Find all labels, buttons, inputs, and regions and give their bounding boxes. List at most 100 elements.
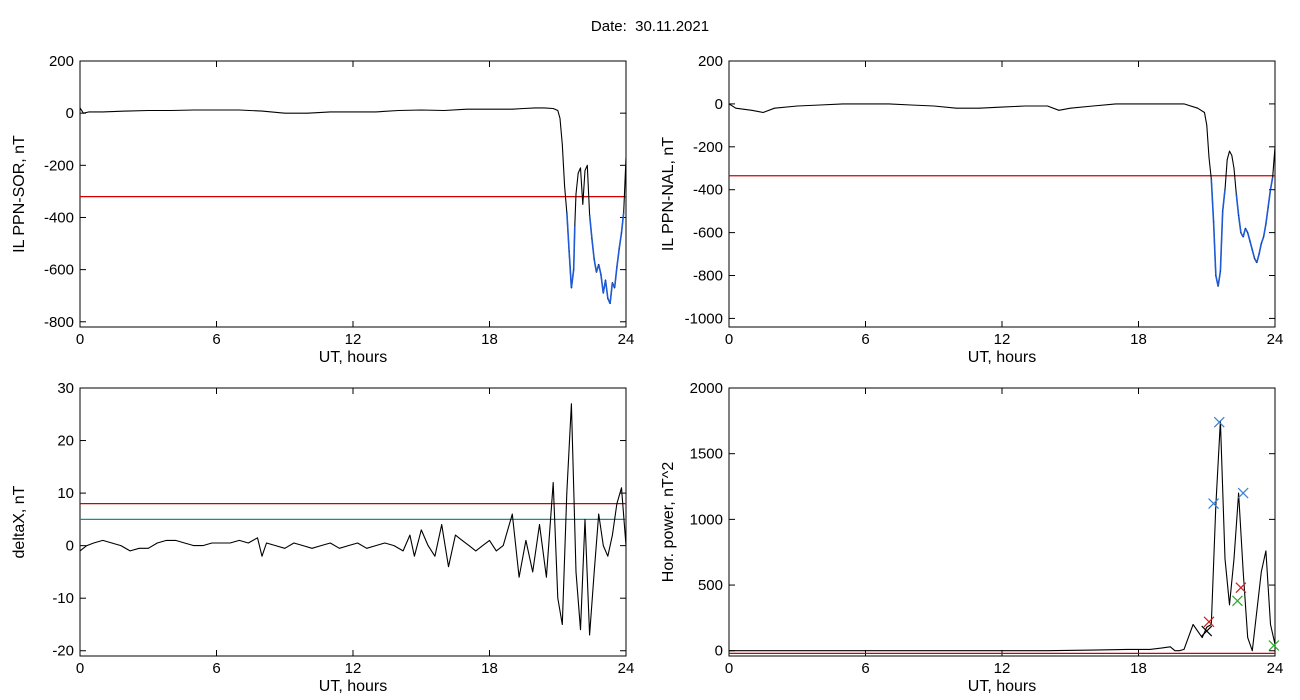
data-point xyxy=(1169,646,1171,648)
data-point xyxy=(461,539,463,541)
y-tick-label: 200 xyxy=(49,53,74,70)
data-point xyxy=(375,545,377,547)
panel-top-right-nal: 0 6 12 18 24 -1000 -800 -600 -400 -200 0 200 UT, hou… xyxy=(660,53,1283,366)
data-point xyxy=(175,539,176,541)
data-point xyxy=(261,555,263,557)
data-point xyxy=(1222,210,1224,212)
data-point xyxy=(611,282,613,284)
data-point xyxy=(275,545,277,547)
marker-stroke xyxy=(1232,595,1243,607)
data-point xyxy=(311,547,313,549)
marker-stroke xyxy=(1208,498,1219,510)
data-point xyxy=(584,170,586,171)
data-point xyxy=(621,487,622,489)
x-tick-label: 18 xyxy=(1130,331,1147,348)
data-point xyxy=(580,629,581,631)
data-point xyxy=(1233,167,1235,169)
data-point xyxy=(796,105,798,107)
data-point xyxy=(566,211,568,213)
data-point xyxy=(842,103,844,105)
series-highlight-segment xyxy=(593,259,598,273)
series-highlight-segment xyxy=(1242,228,1247,238)
series-highlight-segment xyxy=(591,238,595,260)
data-point xyxy=(216,109,217,111)
series-highlight-segment xyxy=(568,251,573,288)
data-point xyxy=(1206,124,1208,126)
y-tick-label: 20 xyxy=(57,433,74,450)
data-point xyxy=(454,534,456,536)
data-point xyxy=(338,547,340,549)
series-highlight-segment xyxy=(604,279,609,299)
y-tick-label: -400 xyxy=(693,182,723,199)
series-line xyxy=(80,107,626,305)
data-point xyxy=(525,539,527,541)
data-point xyxy=(774,107,775,109)
series-highlight-segment xyxy=(1267,189,1272,207)
y-tick-label: 1000 xyxy=(690,511,723,528)
marker-black xyxy=(1201,625,1213,637)
series-highlight-segment xyxy=(618,233,623,249)
data-point xyxy=(1047,650,1048,652)
data-point xyxy=(1208,157,1210,158)
y-axis-label: IL PPN-NAL, nT xyxy=(660,137,677,251)
panel-bottom-left-deltax: 0 6 12 18 24 -20 -10 0 10 20 30 UT, hours deltaX, nT xyxy=(11,380,634,695)
plot-frame xyxy=(79,387,627,657)
data-point xyxy=(1069,107,1071,109)
data-point xyxy=(414,555,415,557)
data-point xyxy=(229,542,231,544)
y-tick-label: 200 xyxy=(698,53,723,70)
data-point xyxy=(1224,558,1226,560)
series-highlight-segment xyxy=(1219,211,1224,272)
series-highlight-segment xyxy=(600,274,605,294)
y-axis-label: IL PPN-SOR, nT xyxy=(11,135,28,253)
data-point xyxy=(211,542,213,544)
plot-area xyxy=(80,107,626,305)
y-tick-label: 1500 xyxy=(690,446,723,463)
data-point xyxy=(1138,103,1139,105)
plot-area xyxy=(729,103,1275,287)
x-tick-label: 18 xyxy=(1130,660,1147,677)
data-point xyxy=(1115,103,1117,105)
data-point xyxy=(1274,146,1275,148)
data-point xyxy=(557,110,559,111)
data-point xyxy=(598,513,600,515)
series-highlight-segment xyxy=(597,264,602,276)
data-point xyxy=(284,112,286,114)
x-tick-label: 18 xyxy=(481,331,498,348)
data-point xyxy=(1247,232,1249,234)
data-point xyxy=(88,111,90,113)
data-point xyxy=(1206,626,1208,628)
data-point xyxy=(956,107,957,109)
x-tick-label: 0 xyxy=(76,660,84,677)
y-tick-label: -800 xyxy=(693,268,723,285)
data-point xyxy=(566,492,568,494)
y-tick-label: 0 xyxy=(715,643,723,660)
data-point xyxy=(561,624,563,625)
series-line xyxy=(729,420,1275,652)
data-point xyxy=(575,571,577,573)
x-tick-label: 24 xyxy=(618,660,635,677)
data-point xyxy=(170,110,172,111)
data-point xyxy=(1242,236,1244,238)
data-point xyxy=(865,103,866,105)
x-tick-label: 24 xyxy=(618,331,635,348)
x-tick-label: 24 xyxy=(1267,660,1284,677)
page-title: Date: 30.11.2021 xyxy=(590,18,710,35)
data-point xyxy=(1226,159,1228,161)
data-point xyxy=(1260,571,1262,573)
data-point xyxy=(559,117,561,119)
y-tick-label: -800 xyxy=(44,314,74,331)
y-tick-label: -200 xyxy=(44,157,74,174)
series-highlight-segment xyxy=(570,269,575,288)
x-tick-label: 6 xyxy=(861,660,869,677)
x-tick-label: 12 xyxy=(994,331,1011,348)
data-point xyxy=(1204,112,1205,113)
data-point xyxy=(329,542,331,544)
y-tick-label: -600 xyxy=(693,225,723,242)
series-highlight-segment xyxy=(620,212,625,234)
data-point xyxy=(1235,193,1237,195)
y-tick-label: -1000 xyxy=(685,310,723,327)
data-point xyxy=(348,545,349,547)
data-point xyxy=(735,107,737,109)
